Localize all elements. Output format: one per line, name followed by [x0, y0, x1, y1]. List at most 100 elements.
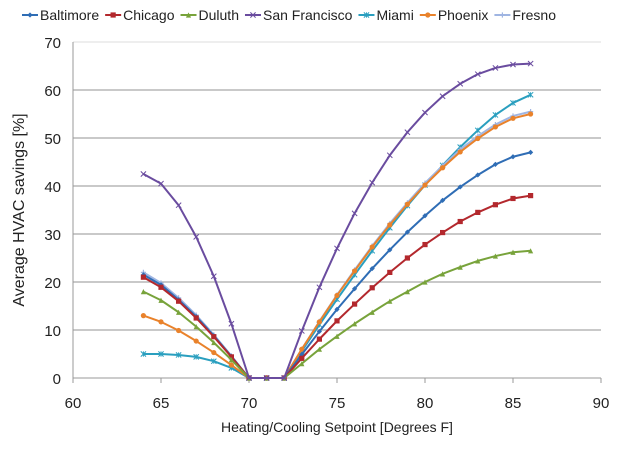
data-point-phoenix	[404, 201, 410, 207]
legend-item-san-francisco: San Francisco	[244, 7, 353, 23]
data-point-miami	[210, 358, 217, 365]
data-point-baltimore	[369, 265, 375, 272]
y-tick-label: 20	[44, 275, 61, 292]
data-point-duluth	[457, 264, 463, 270]
legend-item-baltimore: Baltimore	[22, 7, 99, 23]
data-point-duluth	[492, 253, 498, 259]
legend-marker-plus-icon	[499, 12, 506, 18]
data-point-duluth	[422, 279, 428, 285]
data-point-chicago	[316, 336, 322, 342]
data-point-san-francisco	[527, 60, 534, 67]
data-point-baltimore	[422, 213, 428, 219]
data-point-chicago	[404, 255, 410, 261]
legend-marker-star-icon	[363, 12, 370, 18]
legend-item-chicago: Chicago	[105, 7, 175, 23]
data-point-phoenix	[316, 319, 322, 325]
data-point-san-francisco	[422, 109, 428, 116]
data-point-baltimore	[404, 229, 410, 235]
data-point-duluth	[528, 248, 534, 254]
x-tick-label: 85	[505, 395, 522, 412]
y-tick-label: 60	[44, 83, 61, 100]
data-point-san-francisco	[210, 273, 217, 280]
data-point-phoenix	[228, 362, 234, 368]
data-point-san-francisco	[386, 152, 393, 159]
y-tick-label: 0	[53, 371, 61, 388]
data-point-miami	[527, 91, 534, 98]
data-point-chicago	[193, 315, 199, 321]
series-duluth	[140, 248, 534, 381]
data-point-chicago	[492, 202, 498, 208]
y-tick-label: 50	[44, 131, 61, 148]
series-group	[140, 60, 534, 381]
gridlines	[73, 41, 601, 331]
x-axis-label: Heating/Cooling Setpoint [Degrees F]	[221, 419, 453, 435]
data-point-san-francisco	[492, 64, 499, 71]
data-point-duluth	[334, 333, 340, 339]
y-axis-label: Average HVAC savings [%]	[11, 113, 28, 306]
data-point-san-francisco	[474, 71, 481, 78]
data-point-phoenix	[510, 115, 516, 121]
x-tick-label: 70	[241, 395, 258, 412]
data-point-miami	[510, 100, 516, 106]
data-point-duluth	[404, 289, 410, 295]
data-point-duluth	[176, 309, 182, 315]
data-point-duluth	[369, 309, 375, 315]
data-point-duluth	[440, 271, 446, 277]
legend-label: Duluth	[199, 7, 239, 23]
data-point-duluth	[193, 324, 199, 330]
data-point-miami	[158, 351, 164, 357]
data-point-san-francisco	[281, 375, 288, 381]
data-point-san-francisco	[140, 171, 147, 177]
data-point-chicago	[422, 241, 428, 248]
data-point-baltimore	[334, 306, 340, 312]
series-san-francisco	[140, 60, 534, 381]
data-point-duluth	[352, 321, 358, 327]
y-tick-label: 10	[44, 323, 61, 340]
data-point-baltimore	[440, 197, 446, 203]
x-tick-label: 75	[329, 395, 346, 412]
data-point-phoenix	[369, 244, 375, 250]
data-point-chicago	[176, 298, 182, 304]
x-tick-label: 90	[593, 395, 610, 412]
data-point-phoenix	[176, 327, 182, 334]
data-point-phoenix	[158, 319, 164, 325]
data-point-miami	[474, 127, 481, 134]
data-point-phoenix	[387, 222, 393, 228]
data-point-duluth	[510, 249, 516, 255]
data-point-phoenix	[440, 165, 446, 171]
data-point-san-francisco	[263, 375, 270, 381]
data-point-phoenix	[140, 313, 146, 319]
data-point-chicago	[387, 269, 393, 275]
data-point-san-francisco	[158, 180, 164, 187]
data-point-san-francisco	[175, 202, 182, 209]
data-point-san-francisco	[369, 179, 376, 186]
data-point-san-francisco	[193, 233, 200, 240]
data-point-duluth	[158, 297, 164, 303]
series-baltimore	[140, 149, 534, 381]
data-point-miami	[140, 351, 147, 357]
data-point-miami	[492, 112, 499, 118]
data-point-chicago	[158, 284, 164, 290]
data-point-phoenix	[457, 149, 463, 155]
data-point-san-francisco	[351, 210, 358, 217]
data-point-baltimore	[316, 328, 322, 335]
data-point-baltimore	[528, 149, 534, 155]
data-point-san-francisco	[510, 61, 516, 68]
data-point-chicago	[334, 318, 340, 324]
data-point-phoenix	[211, 349, 217, 356]
data-point-phoenix	[422, 182, 428, 188]
legend-marker-diamond-icon	[27, 12, 33, 18]
legend-label: Fresno	[512, 7, 556, 23]
legend-marker-square-icon	[110, 12, 116, 18]
legend: Baltimore Chicago Duluth San Francisco Miami…	[22, 7, 556, 23]
legend-marker-circle-icon	[425, 12, 431, 18]
x-tick-label: 60	[65, 395, 82, 412]
legend-label: Baltimore	[40, 7, 99, 23]
data-point-miami	[175, 352, 182, 358]
data-point-baltimore	[510, 154, 516, 160]
x-tick-label: 65	[153, 395, 170, 412]
data-point-chicago	[140, 274, 146, 280]
axes: 0 10 20 30 40 50 60 70 60 65 70 75 80 85 90	[44, 35, 609, 412]
data-point-miami	[193, 353, 200, 360]
